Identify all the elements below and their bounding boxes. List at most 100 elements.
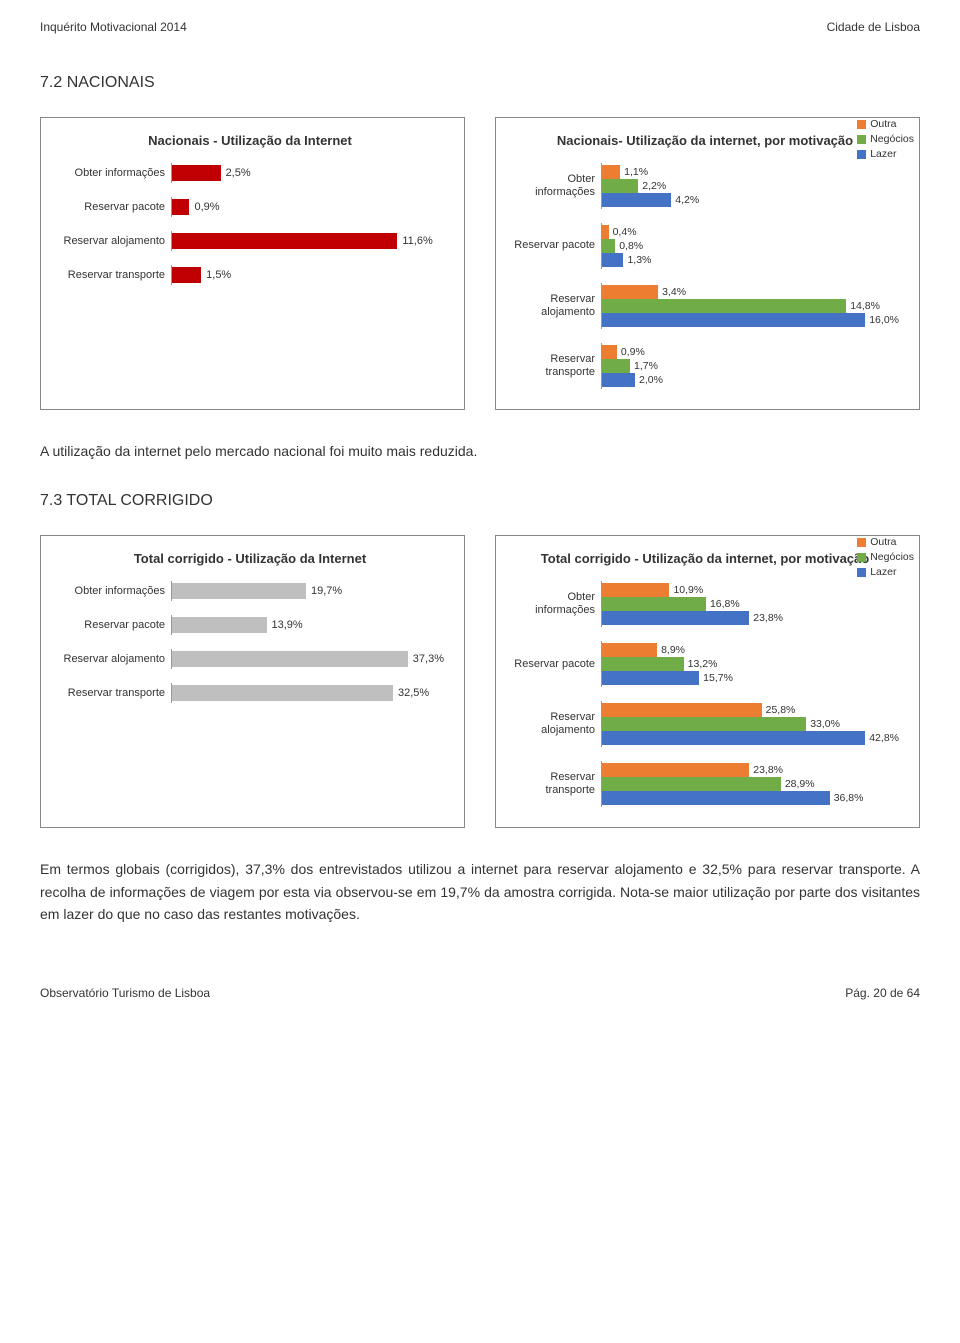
bar-fill bbox=[602, 313, 865, 327]
bar-row: Reservar pacote0,9% bbox=[56, 197, 444, 217]
bar-fill bbox=[172, 165, 221, 181]
bar-area: 19,7% bbox=[171, 581, 444, 601]
chart-73-left-title: Total corrigido - Utilização da Internet bbox=[56, 551, 444, 566]
bar: 14,8% bbox=[602, 299, 899, 313]
legend-item: Negócios bbox=[857, 551, 914, 563]
bar: 23,8% bbox=[602, 611, 899, 625]
bar-value: 1,5% bbox=[201, 269, 231, 281]
bar-group-row: Reservar pacote0,4%0,8%1,3% bbox=[511, 223, 899, 269]
bar-area: 1,5% bbox=[171, 265, 444, 285]
bar-value: 14,8% bbox=[846, 300, 880, 312]
legend-swatch bbox=[857, 538, 866, 547]
bar-area: 11,6% bbox=[171, 231, 444, 251]
bar-fill bbox=[602, 253, 623, 267]
bar-value: 0,9% bbox=[617, 346, 645, 358]
bar-fill bbox=[172, 617, 267, 633]
bar-value: 32,5% bbox=[393, 687, 429, 699]
bar-value: 28,9% bbox=[781, 778, 815, 790]
bar-fill bbox=[172, 233, 397, 249]
legend-label: Lazer bbox=[870, 566, 896, 578]
bar-group-row: Reservar transporte 23,8% 28,9% 36,8% bbox=[511, 761, 899, 807]
header-left: Inquérito Motivacional 2014 bbox=[40, 20, 187, 34]
footer-right: Pág. 20 de 64 bbox=[845, 986, 920, 1000]
bar-group-row: Reservar transporte0,9%1,7%2,0% bbox=[511, 343, 899, 389]
bar: 32,5% bbox=[172, 685, 444, 701]
bar-group-row: Reservar alojamento25,8%33,0%42,8% bbox=[511, 701, 899, 747]
bar: 11,6% bbox=[172, 233, 444, 249]
bar-value: 42,8% bbox=[865, 732, 899, 744]
bar-fill bbox=[602, 763, 749, 777]
bar-row: Reservar transporte 1,5% bbox=[56, 265, 444, 285]
bar-value: 10,9% bbox=[669, 584, 703, 596]
bar-fill bbox=[602, 611, 749, 625]
bar-label: Reservar transporte bbox=[56, 269, 171, 281]
bar-fill bbox=[172, 583, 306, 599]
bar: 42,8% bbox=[602, 731, 899, 745]
bar-row: Obter informações2,5% bbox=[56, 163, 444, 183]
bar-value: 1,3% bbox=[623, 254, 651, 266]
section-73-charts: Total corrigido - Utilização da Internet… bbox=[40, 535, 920, 828]
bar-fill bbox=[602, 657, 684, 671]
bar-group: 1,1%2,2%4,2% bbox=[602, 165, 899, 207]
bar-fill bbox=[602, 671, 699, 685]
bar-fill bbox=[602, 285, 658, 299]
bar-fill bbox=[602, 643, 657, 657]
bar-label: Reservar pacote bbox=[56, 201, 171, 213]
bar-label: Reservar pacote bbox=[56, 619, 171, 631]
bar-fill bbox=[602, 717, 806, 731]
bar: 25,8% bbox=[602, 703, 899, 717]
chart-73-right-title: Total corrigido - Utilização da internet… bbox=[511, 551, 899, 566]
chart-72-left-body: Obter informações2,5% Reservar pacote0,9%… bbox=[56, 163, 444, 285]
bar-group: 10,9%16,8%23,8% bbox=[602, 583, 899, 625]
bar-label: Reservar transporte bbox=[56, 687, 171, 699]
bar-area: 2,5% bbox=[171, 163, 444, 183]
bar-group: 25,8%33,0%42,8% bbox=[602, 703, 899, 745]
bar-group-label: Reservar pacote bbox=[511, 239, 601, 252]
bar-value: 11,6% bbox=[397, 235, 432, 247]
legend-swatch bbox=[857, 150, 866, 159]
bar-group-label: Reservar pacote bbox=[511, 658, 601, 671]
bar-group: 23,8% 28,9% 36,8% bbox=[602, 763, 899, 805]
bar-fill bbox=[602, 179, 638, 193]
bar-value: 23,8% bbox=[749, 764, 783, 776]
section-72-caption: A utilização da internet pelo mercado na… bbox=[40, 440, 920, 462]
legend-item: Negócios bbox=[857, 133, 914, 145]
bar-group-label: Reservar transporte bbox=[511, 771, 601, 797]
legend-label: Negócios bbox=[870, 133, 914, 145]
bar: 23,8% bbox=[602, 763, 899, 777]
bar-group-row: Reservar alojamento3,4%14,8%16,0% bbox=[511, 283, 899, 329]
bar-fill bbox=[172, 651, 408, 667]
bar-group: 8,9%13,2%15,7% bbox=[602, 643, 899, 685]
bar-row: Obter informações 19,7% bbox=[56, 581, 444, 601]
bar-area: 8,9%13,2%15,7% bbox=[601, 641, 899, 687]
bar-fill bbox=[602, 597, 706, 611]
bar-value: 13,2% bbox=[684, 658, 718, 670]
bar: 0,9% bbox=[172, 199, 444, 215]
bar-group: 0,4%0,8%1,3% bbox=[602, 225, 899, 267]
bar: 33,0% bbox=[602, 717, 899, 731]
chart-73-left: Total corrigido - Utilização da Internet… bbox=[40, 535, 465, 828]
bar-value: 1,1% bbox=[620, 166, 648, 178]
bar-fill bbox=[602, 345, 617, 359]
legend-item: Lazer bbox=[857, 566, 914, 578]
legend-label: Negócios bbox=[870, 551, 914, 563]
footer-left: Observatório Turismo de Lisboa bbox=[40, 986, 210, 1000]
bar: 16,0% bbox=[602, 313, 899, 327]
bar-label: Obter informações bbox=[56, 167, 171, 179]
bar-value: 19,7% bbox=[306, 585, 342, 597]
bar-fill bbox=[602, 193, 671, 207]
bar-group-row: Obter informações10,9%16,8%23,8% bbox=[511, 581, 899, 627]
legend-label: Outra bbox=[870, 118, 896, 130]
bar-group-label: Reservar transporte bbox=[511, 353, 601, 379]
legend-item: Lazer bbox=[857, 148, 914, 160]
section-73-heading: 7.3 TOTAL CORRIGIDO bbox=[40, 492, 920, 510]
bar-value: 36,8% bbox=[830, 792, 864, 804]
bar-value: 2,2% bbox=[638, 180, 666, 192]
bar-value: 13,9% bbox=[267, 619, 303, 631]
bar-value: 37,3% bbox=[408, 653, 444, 665]
legend-swatch bbox=[857, 568, 866, 577]
bar: 15,7% bbox=[602, 671, 899, 685]
bar-fill bbox=[602, 165, 620, 179]
bar-label: Obter informações bbox=[56, 585, 171, 597]
bar-fill bbox=[172, 199, 189, 215]
